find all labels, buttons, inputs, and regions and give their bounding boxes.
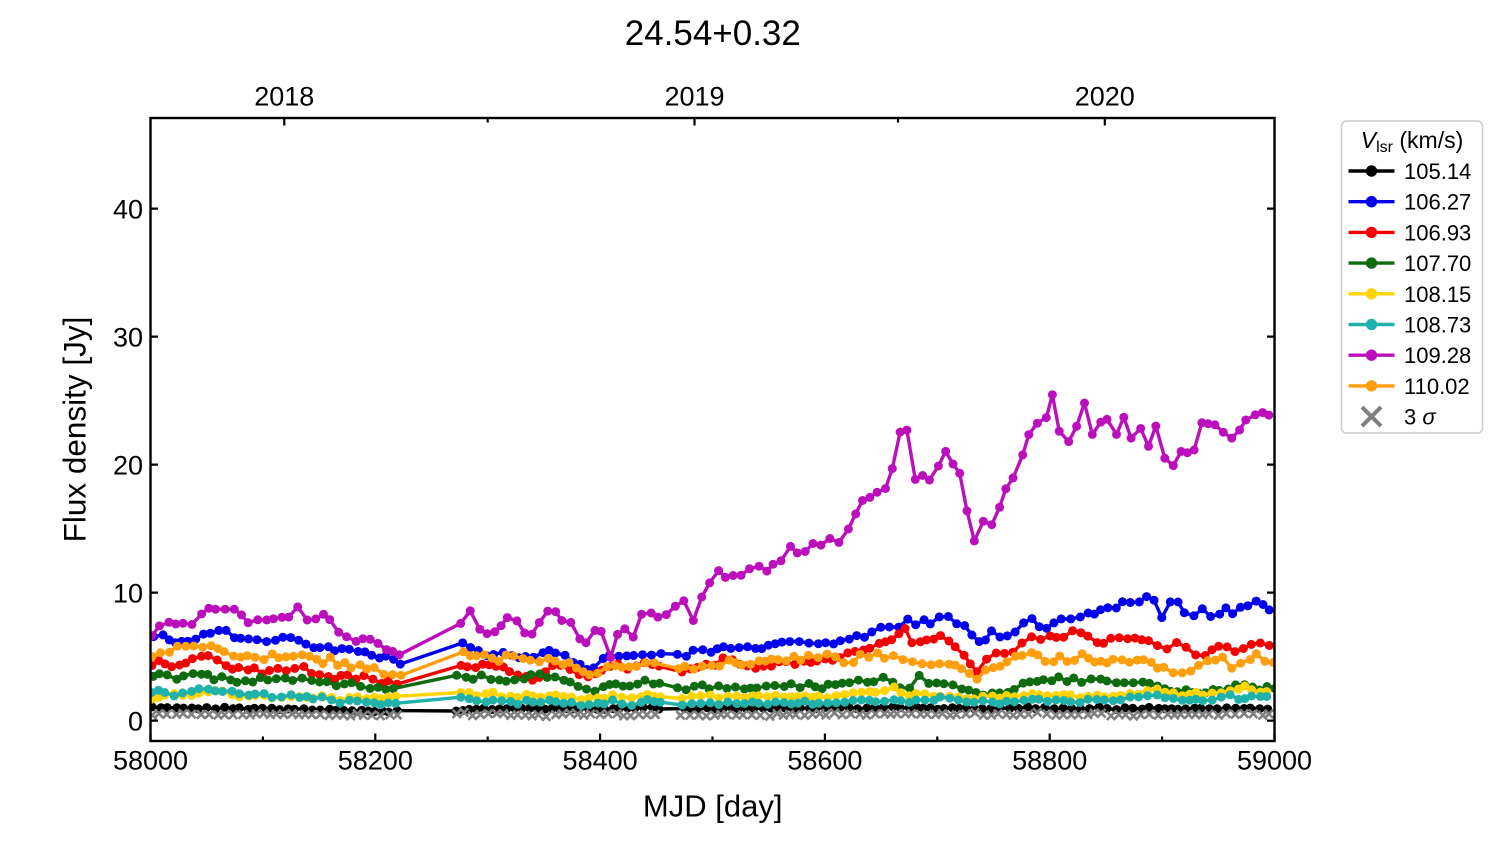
svg-text:2020: 2020 (1075, 82, 1135, 112)
svg-text:106.93: 106.93 (1404, 220, 1471, 245)
svg-text:Vlsr (km/s): Vlsr (km/s) (1361, 127, 1464, 156)
svg-text:10: 10 (113, 578, 143, 608)
svg-text:58400: 58400 (563, 746, 638, 776)
svg-text:0: 0 (128, 706, 143, 736)
svg-text:58600: 58600 (787, 746, 862, 776)
svg-text:Flux density [Jy]: Flux density [Jy] (57, 317, 93, 543)
svg-text:58800: 58800 (1012, 746, 1087, 776)
svg-text:108.73: 108.73 (1404, 313, 1471, 338)
svg-text:2019: 2019 (664, 82, 724, 112)
svg-text:109.28: 109.28 (1404, 343, 1471, 368)
svg-text:105.14: 105.14 (1404, 159, 1471, 184)
svg-text:30: 30 (113, 322, 143, 352)
svg-text:40: 40 (113, 194, 143, 224)
svg-text:108.15: 108.15 (1404, 282, 1471, 307)
svg-text:59000: 59000 (1237, 746, 1312, 776)
svg-text:3 σ: 3 σ (1404, 405, 1436, 430)
svg-text:106.27: 106.27 (1404, 190, 1471, 215)
svg-text:2018: 2018 (254, 82, 314, 112)
svg-text:MJD [day]: MJD [day] (643, 788, 783, 823)
svg-text:107.70: 107.70 (1404, 251, 1471, 276)
svg-text:58200: 58200 (338, 746, 413, 776)
svg-text:24.54+0.32: 24.54+0.32 (625, 14, 801, 53)
svg-text:58000: 58000 (113, 746, 188, 776)
svg-text:20: 20 (113, 450, 143, 480)
svg-text:110.02: 110.02 (1404, 374, 1470, 399)
